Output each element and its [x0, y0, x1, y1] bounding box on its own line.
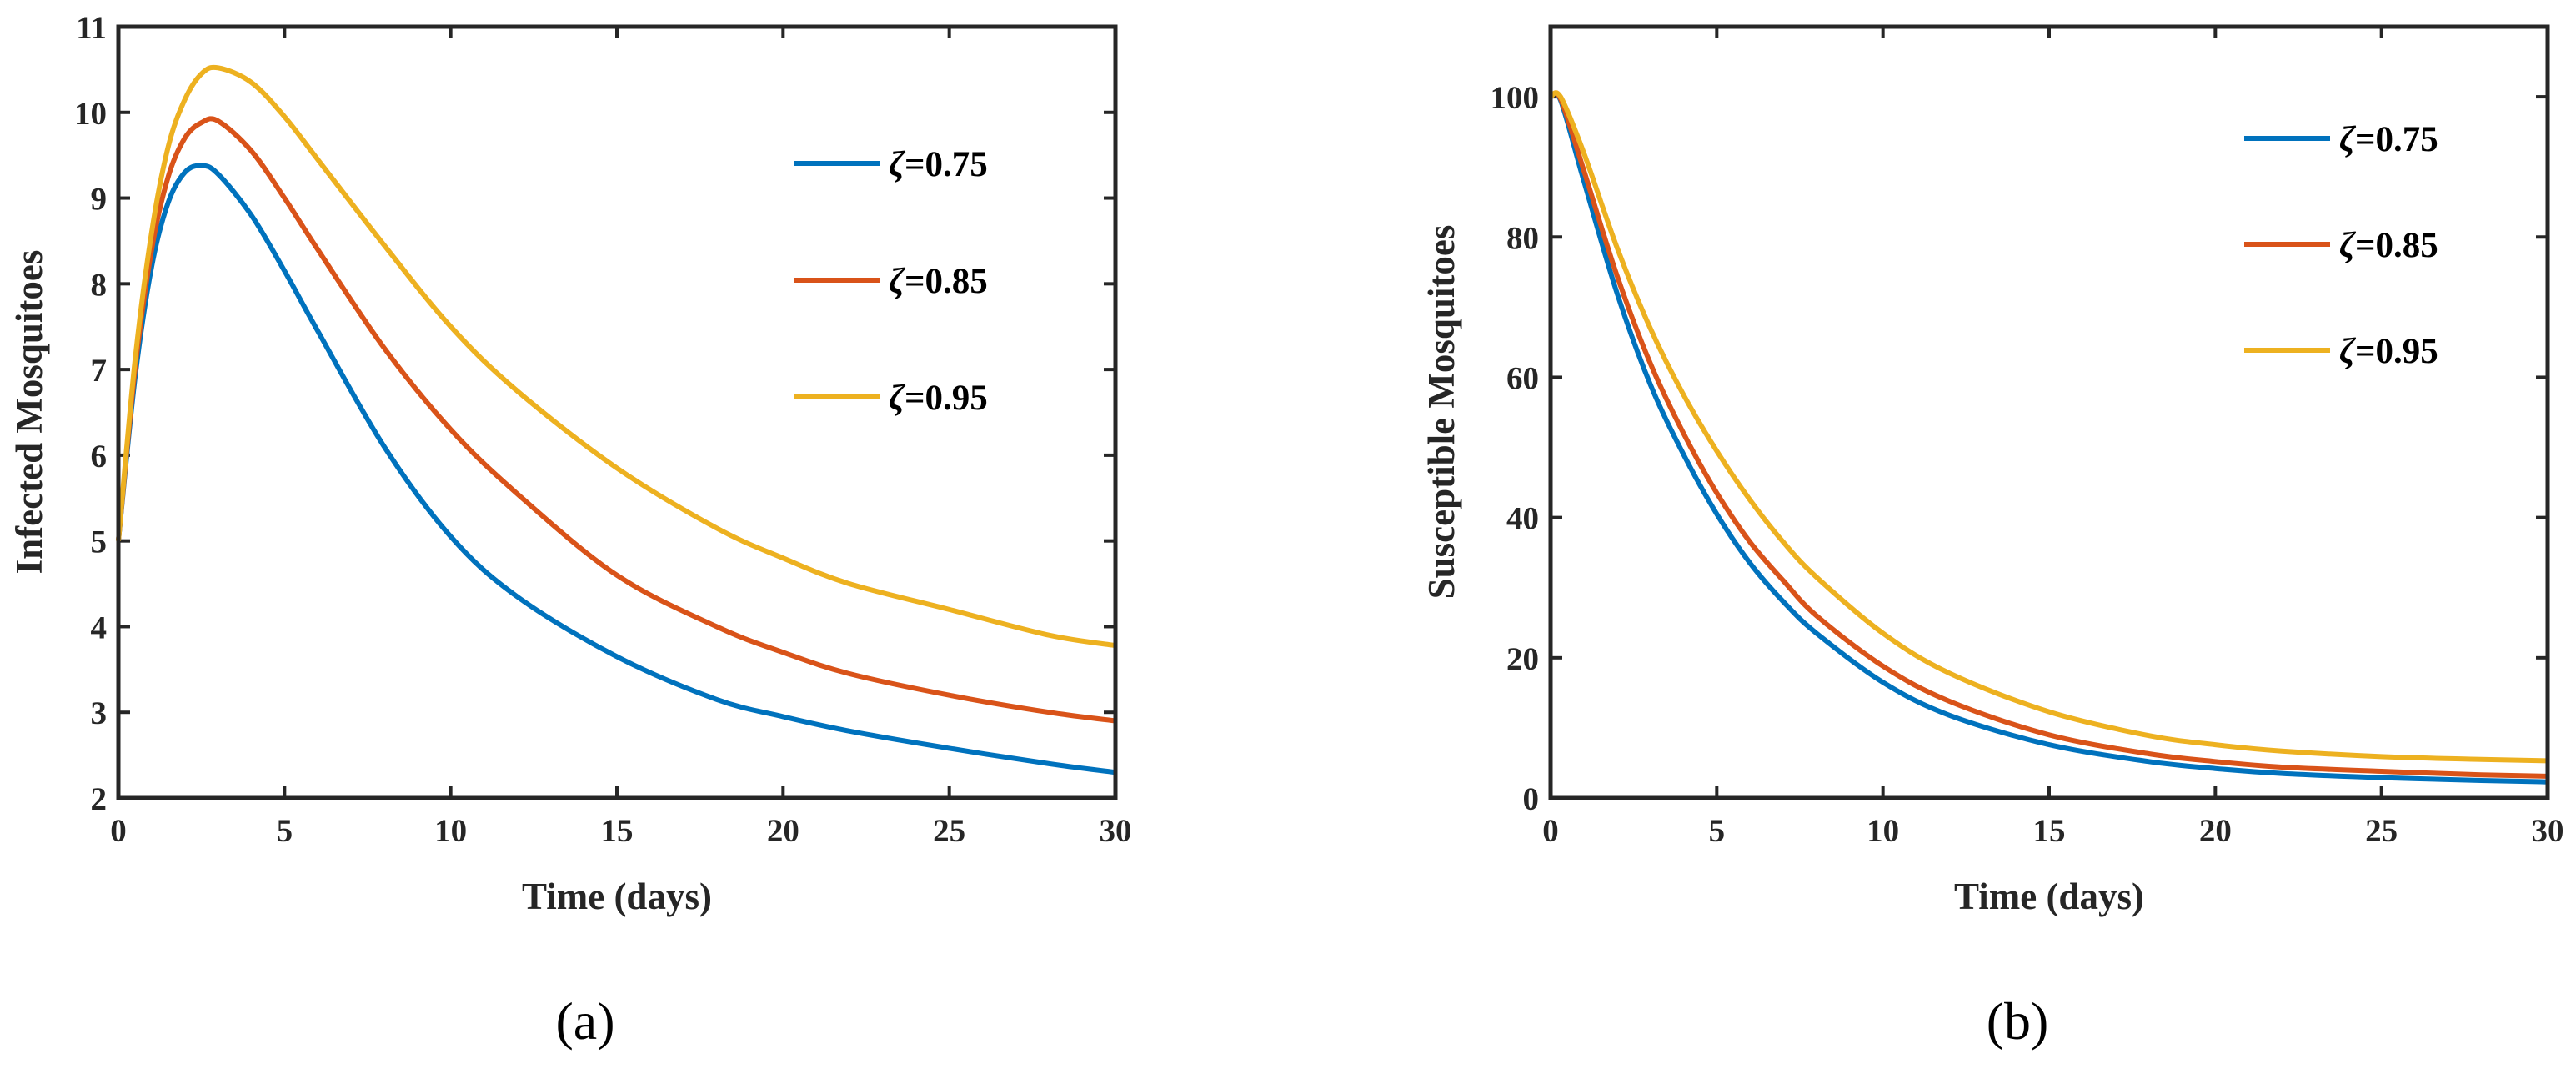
axes-box: [116, 24, 1118, 800]
legend-symbol: ζ: [889, 262, 906, 301]
series-line-3: [1549, 90, 2548, 764]
legend-entry-1: ζ=0.75: [889, 145, 988, 184]
y-tick-label: 5: [91, 524, 108, 560]
legend: ζ=0.75ζ=0.85ζ=0.95: [2244, 120, 2438, 371]
y-tick-label: 4: [91, 610, 108, 645]
x-tick-label: 30: [1100, 813, 1132, 849]
legend: ζ=0.75ζ=0.85ζ=0.95: [794, 145, 988, 418]
x-tick-label: 15: [2033, 813, 2066, 849]
series-lines: [1548, 90, 2548, 785]
legend-value: =0.85: [905, 262, 988, 301]
legend-value: =0.75: [905, 145, 988, 184]
y-axis-label: Susceptible Mosquitoes: [1421, 225, 1462, 600]
x-axis: 0 5 10 15 20 25 30: [110, 27, 1132, 849]
series-lines: [116, 64, 1116, 775]
x-tick-label: 25: [2365, 813, 2398, 849]
y-tick-label: 80: [1506, 220, 1539, 256]
panel-label: (a): [555, 991, 614, 1051]
series-line-2: [1549, 90, 2548, 779]
legend-value: =0.95: [905, 379, 988, 418]
legend-symbol: ζ: [889, 379, 906, 418]
chart-infected-mosquitoes: 0 5 10 15 20 25 30 2 3 4 5 6 7 8 9 10 11 Time (days) In…: [8, 10, 1132, 1051]
y-tick-label: 11: [76, 10, 107, 46]
y-tick-label: 10: [74, 96, 107, 132]
legend-value: =0.85: [2355, 226, 2438, 265]
x-tick-label: 10: [1867, 813, 1899, 849]
y-tick-label: 60: [1506, 360, 1539, 396]
x-axis-label: Time (days): [522, 876, 712, 917]
y-tick-label: 7: [91, 353, 108, 389]
x-tick-label: 15: [601, 813, 634, 849]
legend-entry-1: ζ=0.75: [2339, 120, 2438, 159]
legend-entry-3: ζ=0.95: [2339, 332, 2438, 371]
legend-value: =0.75: [2355, 120, 2438, 159]
y-tick-label: 0: [1523, 781, 1540, 817]
x-axis-label: Time (days): [1954, 876, 2144, 917]
legend-entry-3: ζ=0.95: [889, 379, 988, 418]
y-tick-label: 9: [91, 182, 108, 218]
x-tick-label: 25: [933, 813, 965, 849]
panel-label: (b): [1987, 991, 2049, 1051]
y-tick-label: 8: [91, 267, 108, 303]
legend-symbol: ζ: [2339, 332, 2357, 371]
y-tick-label: 20: [1506, 641, 1539, 677]
x-tick-label: 5: [1709, 813, 1726, 849]
y-axis-label: Infected Mosquitoes: [8, 250, 50, 575]
series-line-3: [116, 64, 1116, 649]
series-line-2: [116, 116, 1116, 724]
legend-entry-2: ζ=0.85: [889, 262, 988, 301]
legend-symbol: ζ: [889, 145, 906, 184]
chart-susceptible-mosquitoes: 0 5 10 15 20 25 30 0 20 40 60 80 100 Time (days) Su…: [1421, 24, 2564, 1051]
x-tick-label: 0: [110, 813, 127, 849]
y-tick-label: 6: [91, 439, 108, 474]
legend-symbol: ζ: [2339, 120, 2357, 159]
x-tick-label: 20: [767, 813, 799, 849]
legend-entry-2: ζ=0.85: [2339, 226, 2438, 265]
x-tick-label: 20: [2199, 813, 2232, 849]
series-line-1: [116, 163, 1116, 775]
plot-area: [118, 27, 1115, 798]
legend-value: =0.95: [2355, 332, 2438, 371]
plot-area: [1551, 27, 2548, 798]
x-tick-label: 5: [277, 813, 293, 849]
x-tick-label: 0: [1542, 813, 1559, 849]
x-tick-label: 30: [2532, 813, 2564, 849]
y-tick-label: 3: [91, 695, 108, 731]
axes-box: [1548, 24, 2550, 800]
y-tick-label: 2: [91, 781, 108, 817]
series-line-1: [1548, 90, 2548, 785]
y-tick-label: 100: [1491, 80, 1540, 116]
x-tick-label: 10: [434, 813, 467, 849]
y-tick-label: 40: [1506, 501, 1539, 537]
legend-symbol: ζ: [2339, 226, 2357, 265]
